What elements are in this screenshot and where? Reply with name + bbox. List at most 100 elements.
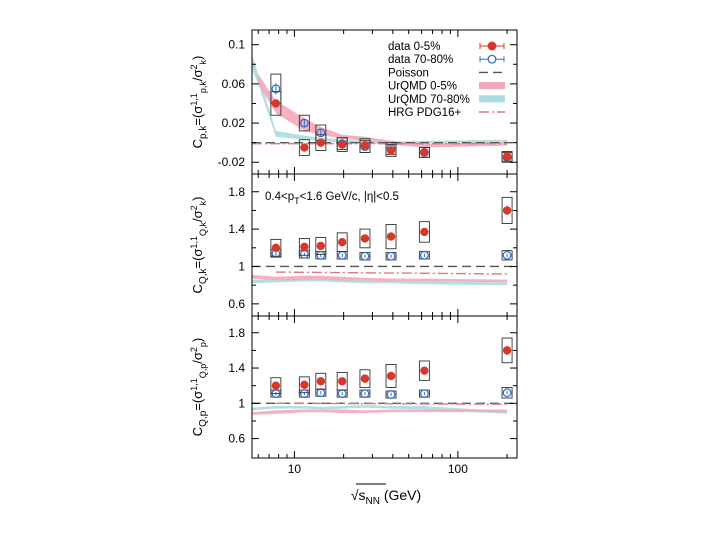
data-70-80-point (360, 251, 370, 261)
x-tick-label: 10 (288, 462, 302, 476)
data-70-80-point (386, 251, 396, 261)
data-0-5-point (271, 99, 281, 108)
y-tick-label: -0.02 (218, 155, 246, 169)
data-0-5-syst-box (315, 134, 327, 151)
data-0-5-syst-box (298, 139, 310, 156)
urqmd-70-80-band (252, 405, 508, 414)
y-tick-label: 1.4 (228, 361, 245, 375)
urqmd-0-5-band (252, 409, 508, 415)
y-tick-label: 1 (238, 259, 245, 273)
data-0-5-syst-box (315, 237, 327, 255)
data-0-5-syst-box (359, 369, 371, 388)
data-0-5-syst-box (270, 377, 282, 395)
data-0-5-syst-box (336, 232, 348, 252)
hrg-line (275, 271, 508, 275)
data-0-5-point (316, 377, 326, 386)
data-0-5-point (360, 141, 370, 150)
panel-frame (251, 315, 518, 459)
plot-area-Qk (252, 196, 517, 286)
data-70-80-syst-box (501, 386, 513, 399)
data-70-80-point (419, 250, 429, 260)
data-0-5-syst-box (359, 228, 371, 249)
data-0-5-syst-box (418, 147, 430, 158)
data-0-5-syst-box (418, 221, 430, 243)
data-0-5-syst-box (270, 91, 282, 116)
y-axis-label-Qp: CQ,p=(σ1,1Q,p/σ2p) (189, 338, 209, 437)
legend: data 0-5%data 70-80%Poisson UrQMD 0-5%UrQ… (388, 41, 505, 119)
data-0-5-point (271, 381, 281, 390)
legend-symbol-urqmd-central (479, 82, 505, 90)
data-0-5-syst-box (385, 364, 397, 388)
legend-label-urqmd-peripheral: UrQMD 70-80% (388, 94, 470, 106)
data-70-80-point (299, 118, 309, 128)
data-0-5-point (338, 140, 347, 149)
panels: -0.02 0.02 0.06 0.1 Cp,k=(σ1,1p,k/σ2k) 0.6 1 1.… (189, 29, 518, 476)
data-70-80-point (360, 389, 370, 399)
data-0-5-point (386, 371, 396, 381)
data-0-5-syst-box (359, 138, 371, 153)
y-axis-label-Qk: CQ,k=(σ1,1Q,k/σ2k) (189, 197, 209, 294)
y-tick-label: 0.06 (222, 77, 246, 91)
plot-area-pk (252, 54, 517, 163)
data-0-5-syst-box (336, 371, 348, 391)
data-0-5-syst-box (336, 137, 348, 152)
urqmd-0-5-band (252, 274, 508, 283)
data-0-5-point (300, 242, 309, 252)
data-0-5-point (386, 232, 396, 241)
data-70-80-point (316, 250, 326, 260)
y-tick-label: 0.6 (228, 432, 245, 446)
y-axis-label-pk: Cp,k=(σ1,1p,k/σ2k) (189, 56, 209, 149)
data-0-5-point (502, 152, 512, 161)
data-0-5-syst-box (385, 144, 397, 157)
data-0-5-syst-box (298, 376, 310, 394)
y-tick-label: 0.6 (228, 297, 245, 311)
panel-Qp: 0.6 1 1.4 1.8 10 100 CQ,p=(σ1,1Q,p/σ2p) (189, 315, 518, 476)
data-70-80-syst-box (501, 250, 513, 261)
urqmd-70-80-band (252, 54, 508, 145)
data-70-80-syst-box (298, 114, 310, 132)
legend-label-hrg: HRG PDG16+ (388, 107, 461, 119)
data-0-5-point (502, 206, 512, 215)
y-tick-label: 0.02 (222, 116, 246, 130)
data-70-80-point (271, 84, 281, 94)
legend-label-data-peripheral: data 70-80% (388, 54, 453, 66)
data-0-5-syst-box (501, 196, 513, 224)
data-70-80-point (299, 389, 309, 399)
data-0-5-point (271, 243, 281, 253)
data-0-5-point (420, 148, 429, 157)
x-axis-label: √sNN (GeV) (351, 487, 421, 507)
plot-area-Qp (252, 337, 517, 415)
data-0-5-point (502, 346, 512, 355)
data-70-80-point (316, 128, 326, 138)
data-0-5-point (360, 374, 370, 383)
y-tick-label: 1 (238, 396, 245, 410)
panel-frame (251, 29, 518, 175)
data-0-5-point (300, 380, 309, 389)
data-0-5-syst-box (501, 337, 513, 364)
data-0-5-syst-box (418, 360, 430, 381)
legend-label-urqmd-central: UrQMD 0-5% (388, 81, 457, 93)
y-tick-label: 1.8 (228, 326, 245, 340)
data-0-5-point (338, 377, 347, 386)
data-70-80-point (419, 389, 429, 399)
urqmd-70-80-band (252, 278, 508, 286)
data-0-5-syst-box (270, 238, 282, 257)
data-0-5-point (338, 237, 347, 247)
data-0-5-syst-box (298, 238, 310, 256)
data-70-80-point (502, 388, 512, 398)
hrg-line (275, 402, 508, 405)
panel-pk: -0.02 0.02 0.06 0.1 Cp,k=(σ1,1p,k/σ2k) (189, 29, 518, 175)
data-0-5-syst-box (315, 372, 327, 390)
data-0-5-point (360, 234, 370, 243)
data-0-5-point (420, 366, 429, 375)
legend-symbol-data-peripheral (479, 54, 505, 64)
legend-symbol-data-central (479, 41, 505, 51)
data-70-80-point (502, 250, 512, 260)
data-0-5-syst-box (501, 151, 513, 162)
data-0-5-syst-box (385, 223, 397, 250)
data-0-5-point (420, 227, 429, 237)
legend-label-data-central: data 0-5% (388, 41, 440, 53)
x-tick-label: 100 (448, 462, 468, 476)
data-0-5-point (386, 146, 396, 155)
